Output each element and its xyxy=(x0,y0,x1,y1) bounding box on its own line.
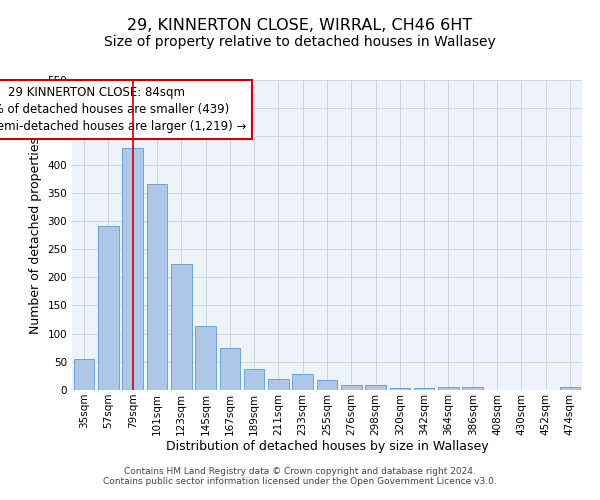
Text: Contains public sector information licensed under the Open Government Licence v3: Contains public sector information licen… xyxy=(103,477,497,486)
Bar xyxy=(220,348,240,390)
Text: Size of property relative to detached houses in Wallasey: Size of property relative to detached ho… xyxy=(104,35,496,49)
Bar xyxy=(389,388,410,390)
Bar xyxy=(171,264,191,390)
Bar xyxy=(122,148,143,390)
Text: 29, KINNERTON CLOSE, WIRRAL, CH46 6HT: 29, KINNERTON CLOSE, WIRRAL, CH46 6HT xyxy=(127,18,473,32)
Bar xyxy=(268,378,289,390)
X-axis label: Distribution of detached houses by size in Wallasey: Distribution of detached houses by size … xyxy=(166,440,488,454)
Bar xyxy=(98,226,119,390)
Bar xyxy=(292,374,313,390)
Bar xyxy=(560,387,580,390)
Bar xyxy=(365,385,386,390)
Bar xyxy=(74,359,94,390)
Y-axis label: Number of detached properties: Number of detached properties xyxy=(29,136,42,334)
Bar xyxy=(244,368,265,390)
Bar xyxy=(146,184,167,390)
Text: Contains HM Land Registry data © Crown copyright and database right 2024.: Contains HM Land Registry data © Crown c… xyxy=(124,467,476,476)
Bar xyxy=(463,386,483,390)
Bar xyxy=(414,388,434,390)
Bar xyxy=(195,326,216,390)
Bar xyxy=(341,385,362,390)
Bar xyxy=(438,386,459,390)
Text: 29 KINNERTON CLOSE: 84sqm
← 26% of detached houses are smaller (439)
73% of semi: 29 KINNERTON CLOSE: 84sqm ← 26% of detac… xyxy=(0,86,247,132)
Bar xyxy=(317,380,337,390)
